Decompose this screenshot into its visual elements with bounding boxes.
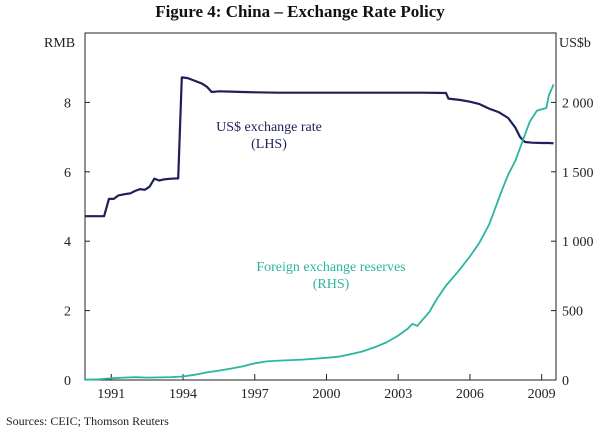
x-tick-label: 2006 — [456, 387, 484, 402]
x-tick-label: 2003 — [384, 387, 412, 402]
us-exchange-rate-line — [85, 76, 554, 218]
series-labels: US$ exchange rate (LHS) Foreign exchange r… — [216, 120, 406, 292]
left-tick-label: 4 — [64, 235, 71, 250]
left-tick-label: 8 — [64, 96, 71, 111]
chart-title: Figure 4: China – Exchange Rate Policy — [155, 2, 445, 21]
us-exchange-rate-label: (LHS) — [251, 137, 287, 152]
series-lines — [84, 76, 555, 381]
left-axis-unit: RMB — [44, 36, 75, 51]
left-tick-label: 6 — [64, 166, 71, 181]
foreign-exchange-reserves-line — [84, 84, 555, 381]
right-tick-label: 1 500 — [562, 166, 594, 181]
source-note: Sources: CEIC; Thomson Reuters — [6, 414, 169, 428]
plot-frame — [84, 32, 557, 381]
foreign-exchange-reserves-label: Foreign exchange reserves — [256, 260, 405, 275]
foreign-exchange-reserves-label: (RHS) — [313, 277, 350, 292]
right-tick-label: 0 — [562, 374, 569, 389]
x-tick-label: 2009 — [528, 387, 556, 402]
x-tick-label: 1997 — [241, 387, 269, 402]
x-tick-label: 1991 — [97, 387, 125, 402]
left-tick-label: 0 — [64, 374, 71, 389]
right-axis-unit: US$b — [559, 36, 591, 51]
axis-ticks: 0 2 4 6 8 0 500 1 000 1 500 2 000 1991 1994 1997 2000… — [64, 96, 594, 402]
x-tick-label: 1994 — [169, 387, 197, 402]
x-tick-label: 2000 — [312, 387, 340, 402]
right-tick-label: 500 — [562, 305, 583, 320]
right-tick-label: 1 000 — [562, 235, 594, 250]
left-tick-label: 2 — [64, 305, 71, 320]
right-tick-label: 2 000 — [562, 96, 594, 111]
us-exchange-rate-label: US$ exchange rate — [216, 120, 322, 135]
